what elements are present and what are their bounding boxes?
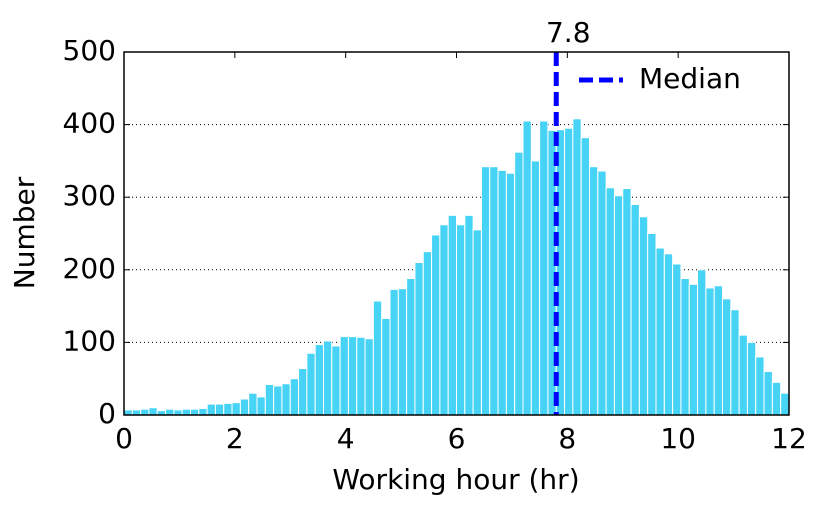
bar: [223, 402, 233, 416]
y-tick-label: 200: [63, 252, 116, 285]
bar: [464, 214, 474, 416]
bar: [281, 383, 291, 416]
bar: [480, 166, 491, 416]
y-axis-label: Number: [8, 176, 41, 289]
legend-label: Median: [639, 62, 741, 95]
bar: [181, 408, 191, 416]
bar: [231, 402, 241, 416]
bar: [771, 381, 782, 416]
bar: [323, 340, 333, 416]
bar: [131, 409, 142, 416]
bar: [264, 384, 275, 416]
bar: [589, 166, 599, 416]
bar: [356, 336, 366, 416]
x-tick-label: 0: [115, 422, 133, 455]
bar: [256, 396, 266, 416]
bar: [298, 368, 308, 416]
x-tick-label: 6: [448, 422, 466, 455]
y-tick-label: 400: [63, 107, 116, 140]
bar: [431, 234, 441, 416]
bar: [530, 160, 541, 416]
plot-frame: [123, 51, 790, 416]
bar: [314, 344, 324, 416]
bar: [123, 409, 133, 416]
bar: [672, 263, 682, 416]
x-tick-label: 4: [337, 422, 355, 455]
bar: [397, 288, 408, 416]
bar: [381, 317, 391, 416]
bar: [505, 172, 516, 416]
x-tick-label: 8: [558, 422, 576, 455]
y-tick-label: 100: [63, 324, 116, 357]
bar: [722, 298, 732, 416]
bar: [647, 233, 657, 416]
bar: [780, 392, 790, 416]
bar: [347, 336, 358, 416]
bar: [456, 224, 466, 416]
bar: [489, 166, 499, 416]
bar: [406, 278, 416, 416]
bar: [422, 251, 433, 416]
bar: [697, 269, 707, 416]
median-value-label: 7.8: [546, 16, 591, 49]
x-tick-label: 12: [771, 422, 807, 455]
bar: [638, 216, 649, 416]
bar: [414, 262, 424, 416]
bar: [655, 247, 665, 416]
bar: [289, 378, 300, 416]
bar: [738, 334, 748, 416]
bar: [140, 408, 150, 416]
bar: [372, 300, 383, 416]
y-tick-label: 500: [63, 34, 116, 67]
bar: [539, 120, 549, 416]
bar: [705, 287, 715, 416]
bar: [173, 409, 183, 416]
bar: [198, 407, 208, 416]
bar: [165, 408, 175, 416]
bar: [613, 195, 624, 416]
bar: [597, 170, 607, 416]
bar: [755, 356, 765, 416]
bar: [306, 352, 316, 416]
bar: [763, 370, 773, 416]
bar: [572, 118, 582, 416]
y-tick-label: 300: [63, 179, 116, 212]
bar: [746, 341, 757, 416]
bar: [630, 203, 640, 416]
bar: [239, 398, 250, 416]
bar: [148, 407, 158, 416]
bar: [190, 408, 200, 416]
bar: [248, 392, 258, 416]
bar: [622, 187, 632, 416]
bar: [688, 283, 699, 416]
x-tick-label: 2: [226, 422, 244, 455]
bar: [389, 288, 399, 416]
bar: [564, 127, 574, 416]
bar: [472, 229, 482, 416]
bar: [364, 338, 374, 416]
x-axis-label: Working hour (hr): [332, 463, 579, 496]
y-tick-label: 0: [98, 397, 116, 430]
bar: [605, 187, 615, 416]
bar: [713, 285, 723, 416]
bar: [497, 169, 507, 416]
bar: [730, 309, 740, 416]
bar: [580, 137, 590, 416]
bar: [339, 336, 349, 416]
bar: [273, 385, 283, 416]
bar: [663, 253, 674, 416]
bar: [331, 345, 341, 416]
bar: [522, 120, 532, 416]
bar: [680, 278, 690, 416]
bar: [447, 214, 457, 416]
bar: [439, 224, 449, 416]
bar: [214, 403, 225, 416]
x-tick-label: 10: [660, 422, 696, 455]
bar: [206, 403, 216, 416]
bar: [514, 151, 524, 416]
